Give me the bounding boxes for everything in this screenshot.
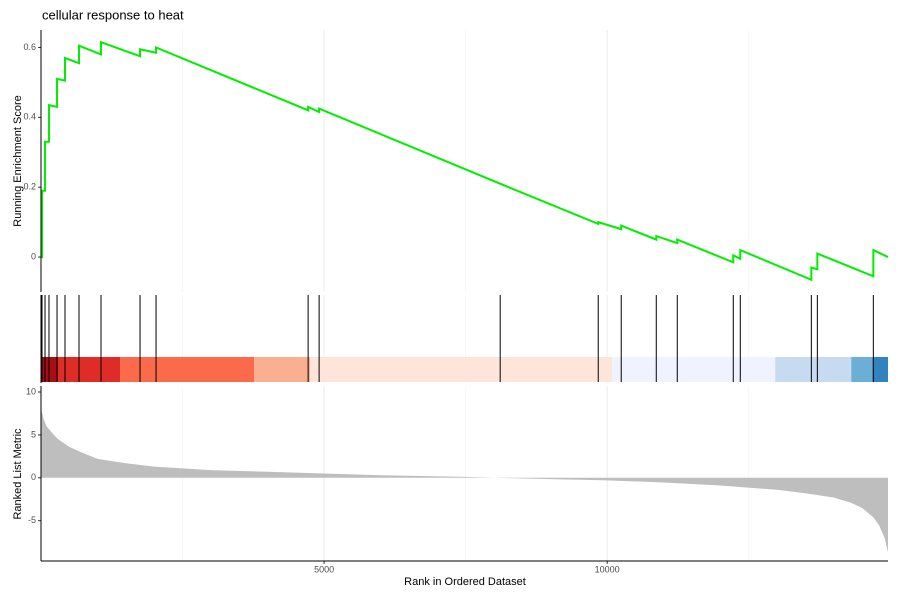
rank-band	[120, 357, 255, 382]
rank-band	[775, 357, 852, 382]
score-line	[41, 40, 889, 282]
rank-band	[254, 357, 311, 382]
y-tick-label: 5	[31, 429, 36, 439]
chart-title: cellular response to heat	[42, 7, 184, 22]
rank-band	[872, 357, 888, 382]
y-axis-label: Running Enrichment Score	[12, 95, 24, 226]
metric-area	[41, 409, 888, 553]
x-axis-label: Rank in Ordered Dataset	[404, 576, 526, 588]
rank-band	[851, 357, 873, 382]
x-tick-label: 10000	[595, 564, 620, 574]
y-tick-label: 0.2	[23, 182, 36, 192]
rank-band	[310, 357, 613, 382]
rank-band	[41, 357, 58, 382]
rank-band	[57, 357, 121, 382]
y-tick-label: 0.4	[23, 112, 36, 122]
y-tick-label: 0.6	[23, 42, 36, 52]
y-tick-label: -5	[28, 515, 36, 525]
x-tick-label: 5000	[314, 564, 334, 574]
y-tick-label: 0	[31, 251, 36, 261]
y-axis-label: Ranked List Metric	[12, 428, 24, 520]
rank-band	[612, 357, 776, 382]
y-tick-label: 0	[31, 472, 36, 482]
y-tick-label: 10	[26, 386, 36, 396]
